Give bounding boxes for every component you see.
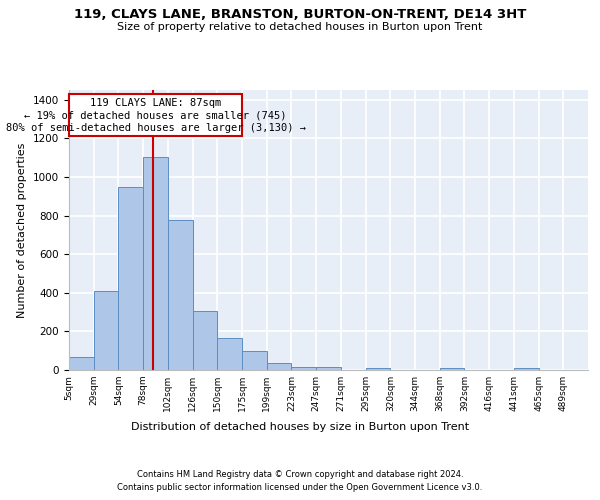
Text: Size of property relative to detached houses in Burton upon Trent: Size of property relative to detached ho… <box>118 22 482 32</box>
Bar <box>440 368 464 370</box>
Text: Contains public sector information licensed under the Open Government Licence v3: Contains public sector information licen… <box>118 482 482 492</box>
Bar <box>168 220 193 370</box>
Text: 80% of semi-detached houses are larger (3,130) →: 80% of semi-detached houses are larger (… <box>5 123 305 133</box>
Text: Contains HM Land Registry data © Crown copyright and database right 2024.: Contains HM Land Registry data © Crown c… <box>137 470 463 479</box>
Text: Distribution of detached houses by size in Burton upon Trent: Distribution of detached houses by size … <box>131 422 469 432</box>
Text: 119, CLAYS LANE, BRANSTON, BURTON-ON-TRENT, DE14 3HT: 119, CLAYS LANE, BRANSTON, BURTON-ON-TRE… <box>74 8 526 20</box>
Text: 119 CLAYS LANE: 87sqm: 119 CLAYS LANE: 87sqm <box>90 98 221 108</box>
Bar <box>292 367 316 370</box>
Bar <box>217 338 242 370</box>
Bar <box>69 358 94 370</box>
Text: ← 19% of detached houses are smaller (745): ← 19% of detached houses are smaller (74… <box>24 110 287 120</box>
Y-axis label: Number of detached properties: Number of detached properties <box>17 142 28 318</box>
Bar <box>118 186 143 370</box>
Bar <box>94 291 118 370</box>
Bar <box>365 368 390 370</box>
Bar <box>193 311 217 370</box>
Bar <box>242 350 267 370</box>
FancyBboxPatch shape <box>69 94 242 136</box>
Bar <box>514 368 539 370</box>
Bar <box>267 363 292 370</box>
Bar <box>316 367 341 370</box>
Bar <box>143 156 168 370</box>
